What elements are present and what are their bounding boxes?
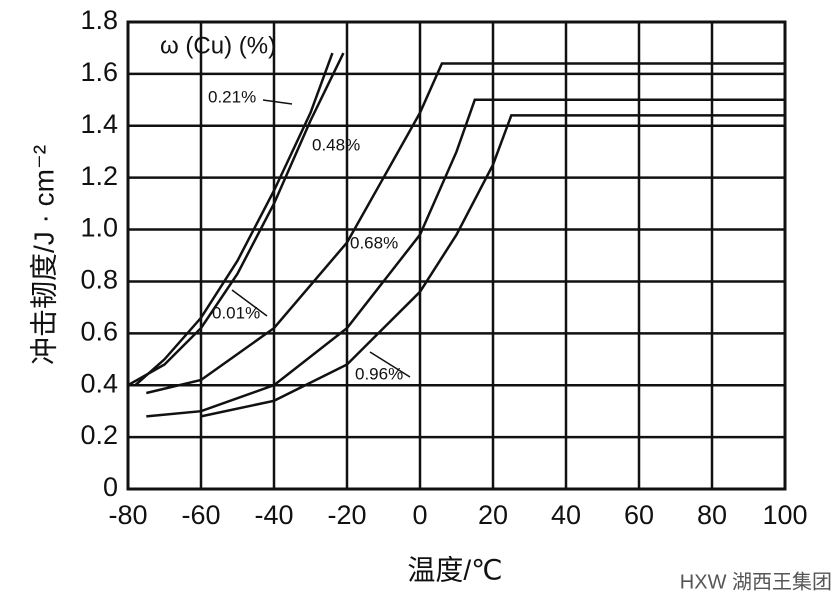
y-tick-label: 0.6 bbox=[80, 316, 118, 346]
x-tick-label: -20 bbox=[327, 500, 366, 530]
y-tick-label: 0.4 bbox=[80, 368, 118, 398]
y-tick-label: 0.8 bbox=[80, 265, 118, 295]
x-tick-label: 80 bbox=[697, 500, 727, 530]
legend-title: ω (Cu) (%) bbox=[160, 32, 276, 59]
y-tick-label: 1.8 bbox=[80, 5, 118, 35]
x-axis-label: 温度/℃ bbox=[407, 554, 502, 585]
series-label: 0.21% bbox=[208, 87, 256, 106]
x-tick-label: 100 bbox=[762, 500, 807, 530]
x-tick-label: 40 bbox=[551, 500, 581, 530]
series-line bbox=[146, 62, 785, 395]
x-tick-label: 60 bbox=[624, 500, 654, 530]
y-tick-label: 0 bbox=[103, 472, 118, 502]
series-label: 0.68% bbox=[350, 233, 398, 252]
x-tick-label: -40 bbox=[254, 500, 293, 530]
series-line bbox=[200, 114, 785, 418]
series-line bbox=[146, 98, 785, 418]
leader-line bbox=[262, 99, 293, 105]
series-label: 0.48% bbox=[312, 135, 360, 154]
x-tick-label: 20 bbox=[478, 500, 508, 530]
y-tick-label: 1.4 bbox=[80, 109, 118, 139]
y-tick-label: 1.2 bbox=[80, 161, 118, 191]
leader-line bbox=[369, 351, 411, 378]
y-tick-label: 1.0 bbox=[80, 213, 118, 243]
y-axis-label: 冲击韧度/J · cm⁻² bbox=[28, 145, 59, 365]
leader-line bbox=[231, 289, 268, 317]
plot-frame bbox=[126, 20, 787, 491]
series-label: 0.01% bbox=[212, 303, 260, 322]
x-tick-label: 0 bbox=[412, 500, 427, 530]
x-tick-label: -60 bbox=[181, 500, 220, 530]
y-tick-label: 0.2 bbox=[80, 420, 118, 450]
series-line bbox=[127, 52, 345, 387]
series-line bbox=[134, 52, 334, 387]
series-label: 0.96% bbox=[355, 364, 403, 383]
x-tick-label: -80 bbox=[108, 500, 147, 530]
watermark: HXW 湖西王集团 bbox=[680, 570, 832, 593]
y-tick-label: 1.6 bbox=[80, 57, 118, 87]
